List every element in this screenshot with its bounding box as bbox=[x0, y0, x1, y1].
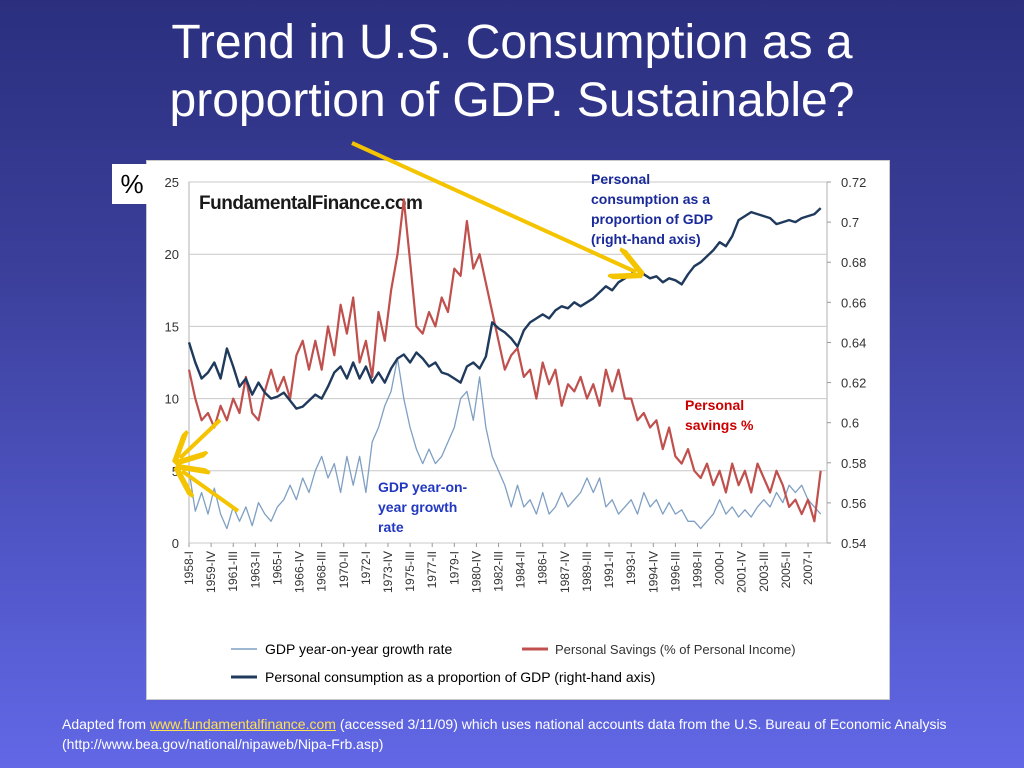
slide-title-line-2: proportion of GDP. Sustainable? bbox=[169, 74, 855, 127]
legend-label-gdp: GDP year-on-year growth rate bbox=[265, 641, 452, 657]
axis-layer: 0 5 10 15 20 25 0.54 0.56 0.58 0.6 0.62 0.64 0.66 0.6… bbox=[165, 175, 867, 593]
y-right-tick-label: 0.62 bbox=[841, 376, 866, 391]
footnote-prefix: Adapted from bbox=[62, 716, 150, 732]
y-left-tick-label: 5 bbox=[172, 464, 179, 479]
y-right-tick-label: 0.68 bbox=[841, 255, 866, 270]
y-right-tick-label: 0.64 bbox=[841, 335, 866, 350]
footnote-text: (accessed 3/11/09) which uses national a… bbox=[62, 716, 947, 752]
x-tick-label: 1979-I bbox=[447, 551, 461, 585]
x-tick-label: 1959-IV bbox=[204, 551, 218, 593]
y-right-tick-label: 0.56 bbox=[841, 496, 866, 511]
x-tick-label: 1984-II bbox=[514, 551, 528, 588]
y-right-tick-label: 0.66 bbox=[841, 295, 866, 310]
x-tick-label: 1965-I bbox=[270, 551, 284, 585]
x-tick-label: 1973-IV bbox=[381, 551, 395, 593]
series-line-gdp-growth bbox=[188, 357, 822, 530]
chart-panel: FundamentalFinance.com 0 5 10 15 20 25 0.54 0.5… bbox=[146, 160, 890, 700]
source-footnote: Adapted from www.fundamentalfinance.com … bbox=[62, 714, 1012, 754]
slide-title-line-1: Trend in U.S. Consumption as a bbox=[171, 16, 853, 69]
x-tick-label: 1989-III bbox=[580, 551, 594, 592]
y-right-tick-label: 0.7 bbox=[841, 215, 859, 230]
x-tick-label: 1991-II bbox=[602, 551, 616, 588]
x-tick-label: 1966-IV bbox=[293, 551, 307, 593]
series-layer bbox=[187, 198, 822, 530]
slide-title: Trend in U.S. Consumption as a proportio… bbox=[0, 14, 1024, 130]
y-left-tick-label: 15 bbox=[165, 319, 179, 334]
x-tick-label: 1977-II bbox=[425, 551, 439, 588]
x-tick-label: 1958-I bbox=[182, 551, 196, 585]
x-tick-label: 2005-II bbox=[779, 551, 793, 588]
chart-svg: FundamentalFinance.com 0 5 10 15 20 25 0.54 0.5… bbox=[165, 175, 867, 685]
y-left-tick-label: 0 bbox=[172, 536, 179, 551]
x-tick-label: 1970-II bbox=[337, 551, 351, 588]
x-tick-label: 1975-III bbox=[403, 551, 417, 592]
x-tick-label: 1996-III bbox=[668, 551, 682, 592]
y-left-tick-label: 20 bbox=[165, 247, 179, 262]
series-line-consumption-share bbox=[187, 207, 822, 410]
x-tick-label: 1993-I bbox=[624, 551, 638, 585]
x-tick-label: 1986-I bbox=[536, 551, 550, 585]
legend-label-consumption: Personal consumption as a proportion of … bbox=[265, 669, 655, 685]
x-tick-label: 1961-III bbox=[226, 551, 240, 592]
x-tick-label: 1987-IV bbox=[558, 551, 572, 593]
percent-axis-label: % bbox=[112, 164, 152, 204]
legend-label-savings: Personal Savings (% of Personal Income) bbox=[555, 642, 796, 657]
x-tick-label: 1972-I bbox=[359, 551, 373, 585]
x-tick-label: 2001-IV bbox=[735, 551, 749, 593]
y-right-tick-label: 0.54 bbox=[841, 536, 866, 551]
y-left-tick-label: 10 bbox=[165, 392, 179, 407]
fundamentalfinance-link[interactable]: www.fundamentalfinance.com bbox=[149, 716, 336, 732]
x-tick-label: 1994-IV bbox=[646, 551, 660, 593]
x-tick-label: 1998-II bbox=[691, 551, 705, 588]
x-tick-label: 2003-III bbox=[757, 551, 771, 592]
y-right-tick-label: 0.6 bbox=[841, 416, 859, 431]
chart-watermark: FundamentalFinance.com bbox=[199, 193, 422, 214]
x-tick-label: 1980-IV bbox=[469, 551, 483, 593]
x-tick-label: 1968-III bbox=[315, 551, 329, 592]
y-right-tick-label: 0.58 bbox=[841, 456, 866, 471]
x-tick-label: 1963-II bbox=[248, 551, 262, 588]
x-tick-label: 2007-I bbox=[801, 551, 815, 585]
x-tick-label: 1982-III bbox=[492, 551, 506, 592]
x-tick-label: 2000-I bbox=[713, 551, 727, 585]
y-left-tick-label: 25 bbox=[165, 175, 179, 190]
y-right-tick-label: 0.72 bbox=[841, 175, 866, 190]
chart-legend: GDP year-on-year growth rate Personal Sa… bbox=[231, 641, 796, 685]
series-line-personal-savings bbox=[187, 198, 822, 523]
